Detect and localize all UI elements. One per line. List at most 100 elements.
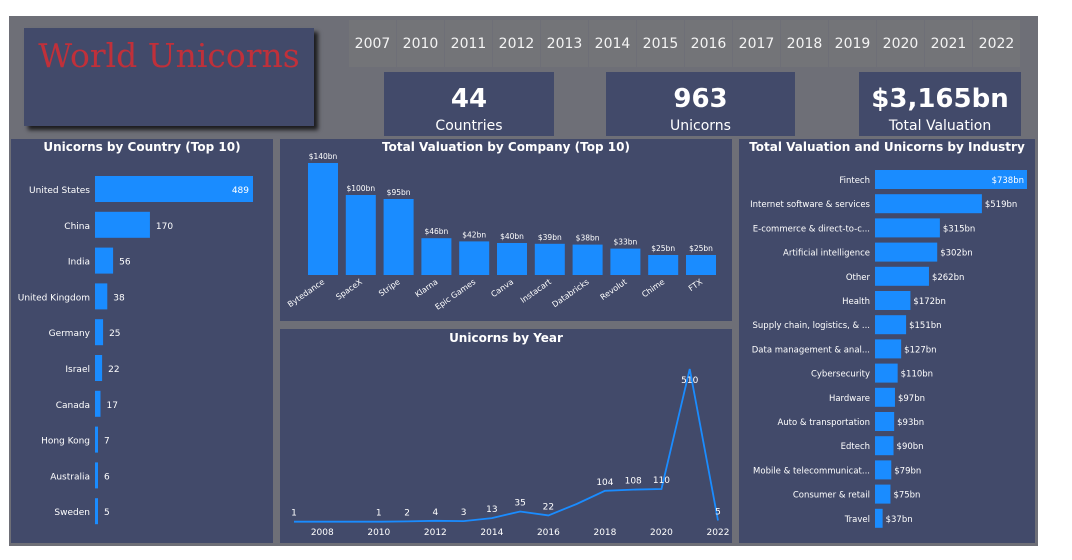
industry-bar-travel bbox=[875, 508, 883, 528]
kpi-unicorns-label: Unicorns bbox=[670, 118, 731, 134]
country-value-israel: 22 bbox=[108, 365, 119, 375]
year-tick-2018: 2018 bbox=[593, 528, 616, 538]
company-bar-epic-games bbox=[459, 241, 490, 275]
industry-label-travel: Travel bbox=[844, 515, 870, 525]
industry-label-e-commerce-direct-to-c: E-commerce & direct-to-c... bbox=[753, 224, 870, 234]
industry-bar-health bbox=[875, 291, 911, 310]
industry-label-health: Health bbox=[842, 297, 870, 307]
country-bar-australia bbox=[95, 462, 98, 489]
industry-bar-artificial-intelligence bbox=[875, 242, 938, 262]
year-value-2013: 3 bbox=[461, 508, 467, 518]
industry-bar-consumer-retail bbox=[875, 484, 891, 504]
year-value-2014: 13 bbox=[486, 505, 497, 515]
year-button-2013[interactable]: 2013 bbox=[541, 20, 588, 67]
company-bar-ftx bbox=[686, 255, 716, 275]
kpi-countries-card: 44 Countries bbox=[384, 72, 554, 136]
year-button-2012[interactable]: 2012 bbox=[493, 20, 540, 67]
company-bar-chime bbox=[648, 255, 679, 275]
year-value-2012: 4 bbox=[432, 508, 438, 518]
year-tick-2016: 2016 bbox=[537, 528, 560, 538]
industry-label-supply-chain-logistics: Supply chain, logistics, & ... bbox=[753, 321, 870, 331]
kpi-unicorns-value: 963 bbox=[673, 84, 728, 114]
industry-value-auto-transportation: $93bn bbox=[897, 418, 924, 428]
year-button-2018[interactable]: 2018 bbox=[781, 20, 828, 67]
company-bar-canva bbox=[497, 243, 527, 275]
country-bar-israel bbox=[95, 355, 103, 381]
company-bar-klarna bbox=[421, 238, 452, 275]
country-label-hong-kong: Hong Kong bbox=[41, 437, 90, 447]
industry-label-artificial-intelligence: Artificial intelligence bbox=[783, 249, 870, 259]
unicorns-by-year-line bbox=[294, 368, 719, 523]
year-button-2021[interactable]: 2021 bbox=[925, 20, 972, 67]
year-button-2017[interactable]: 2017 bbox=[733, 20, 780, 67]
industry-label-cybersecurity: Cybersecurity bbox=[811, 370, 870, 380]
industry-bar-supply-chain-logistics bbox=[875, 315, 907, 335]
year-button-2022[interactable]: 2022 bbox=[973, 20, 1020, 67]
year-value-2016: 22 bbox=[543, 502, 554, 512]
company-label-epic-games: Epic Games bbox=[433, 277, 477, 311]
year-button-2011[interactable]: 2011 bbox=[445, 20, 492, 67]
year-button-2016[interactable]: 2016 bbox=[685, 20, 732, 67]
country-value-china: 170 bbox=[156, 222, 173, 232]
company-label-revolut: Revolut bbox=[599, 277, 629, 302]
industry-label-mobile-telecommunicat: Mobile & telecommunicat... bbox=[753, 466, 870, 476]
year-tick-2012: 2012 bbox=[424, 528, 447, 538]
industry-chart-panel: Total Valuation and Unicorns by Industry… bbox=[739, 139, 1035, 543]
country-bar-india bbox=[95, 247, 114, 274]
industry-value-consumer-retail: $75bn bbox=[893, 491, 920, 501]
country-value-australia: 6 bbox=[104, 472, 110, 482]
company-label-ftx: FTX bbox=[687, 277, 705, 293]
year-button-2007[interactable]: 2007 bbox=[349, 20, 396, 67]
industry-bar-other bbox=[875, 266, 929, 286]
year-chart-title: Unicorns by Year bbox=[449, 331, 563, 345]
country-chart-panel: Unicorns by Country (Top 10) United Stat… bbox=[11, 139, 273, 543]
company-value-databricks: $38bn bbox=[576, 234, 600, 243]
country-bar-china bbox=[95, 211, 150, 238]
country-value-united-states: 489 bbox=[232, 186, 249, 196]
year-button-2019[interactable]: 2019 bbox=[829, 20, 876, 67]
country-label-australia: Australia bbox=[50, 472, 90, 482]
country-value-hong-kong: 7 bbox=[104, 437, 110, 447]
industry-chart: Fintech $738bn Internet software & service… bbox=[750, 170, 1027, 528]
year-chart-panel: Unicorns by Year 1 1 2 4 3 13 35 22 104 108 110 510… bbox=[280, 329, 732, 543]
country-value-sweden: 5 bbox=[104, 508, 110, 518]
company-value-epic-games: $42bn bbox=[462, 230, 486, 239]
year-chart: 1 1 2 4 3 13 35 22 104 108 110 510 5 2008 2010 2012 2014… bbox=[291, 368, 729, 538]
year-button-2020[interactable]: 2020 bbox=[877, 20, 924, 67]
company-chart: $140bn Bytedance $100bn SpaceX $95bn Stripe $4… bbox=[286, 152, 716, 312]
industry-value-e-commerce-direct-to-c: $315bn bbox=[943, 224, 975, 234]
year-value-2010: 1 bbox=[376, 509, 382, 519]
country-bar-united-states bbox=[95, 176, 253, 202]
kpi-valuation-label: Total Valuation bbox=[888, 118, 992, 134]
company-chart-title: Total Valuation by Company (Top 10) bbox=[382, 140, 630, 154]
industry-label-internet-software-services: Internet software & services bbox=[750, 200, 870, 210]
industry-value-fintech: $738bn bbox=[992, 176, 1024, 186]
company-value-spacex: $100bn bbox=[346, 184, 375, 193]
country-label-israel: Israel bbox=[65, 365, 90, 375]
title-card: World Unicorns bbox=[24, 28, 314, 126]
country-value-canada: 17 bbox=[106, 401, 117, 411]
company-value-stripe: $95bn bbox=[387, 188, 411, 197]
company-label-spacex: SpaceX bbox=[334, 277, 364, 302]
year-tick-2008: 2008 bbox=[311, 528, 334, 538]
industry-value-hardware: $97bn bbox=[898, 394, 925, 404]
industry-value-edtech: $90bn bbox=[897, 442, 924, 452]
company-value-ftx: $25bn bbox=[689, 244, 713, 253]
industry-value-cybersecurity: $110bn bbox=[901, 370, 933, 380]
year-button-2010[interactable]: 2010 bbox=[397, 20, 444, 67]
company-label-instacart: Instacart bbox=[519, 277, 553, 305]
industry-label-auto-transportation: Auto & transportation bbox=[777, 418, 870, 428]
country-bar-sweden bbox=[95, 498, 98, 525]
country-bar-united-kingdom bbox=[95, 283, 108, 310]
year-slicer: 2007 2010 2011 2012 2013 2014 2015 2016 2017 2018… bbox=[349, 20, 1021, 67]
year-button-2015[interactable]: 2015 bbox=[637, 20, 684, 67]
kpi-countries-value: 44 bbox=[450, 84, 488, 114]
year-value-2022: 5 bbox=[715, 508, 721, 518]
year-tick-2010: 2010 bbox=[367, 528, 390, 538]
year-button-2014[interactable]: 2014 bbox=[589, 20, 636, 67]
industry-value-health: $172bn bbox=[913, 297, 945, 307]
country-label-germany: Germany bbox=[49, 329, 91, 339]
industry-value-internet-software-services: $519bn bbox=[985, 200, 1017, 210]
industry-bar-fintech bbox=[875, 170, 1027, 189]
